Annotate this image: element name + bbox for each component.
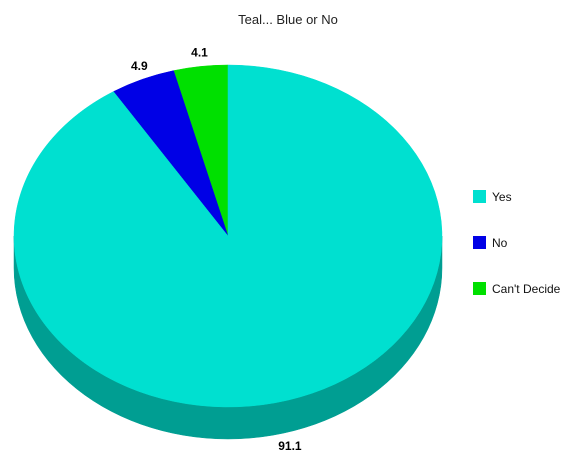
pie-slices [13, 64, 443, 408]
legend-label-no: No [492, 236, 508, 250]
pie-data-labels: 4.1 4.9 91.1 [131, 46, 302, 453]
data-label-no: 4.9 [131, 59, 148, 73]
legend-label-yes: Yes [492, 190, 512, 204]
legend-swatch-no [473, 236, 486, 249]
legend-swatch-yes [473, 190, 486, 203]
pie-slice-yes [13, 64, 443, 408]
data-label-yes: 91.1 [278, 439, 302, 453]
legend-swatch-can-t-decide [473, 282, 486, 295]
chart-title: Teal... Blue or No [238, 12, 338, 27]
legend-label-can-t-decide: Can't Decide [492, 282, 561, 296]
legend: Yes No Can't Decide [473, 190, 561, 296]
data-label-can-t-decide: 4.1 [191, 46, 208, 60]
